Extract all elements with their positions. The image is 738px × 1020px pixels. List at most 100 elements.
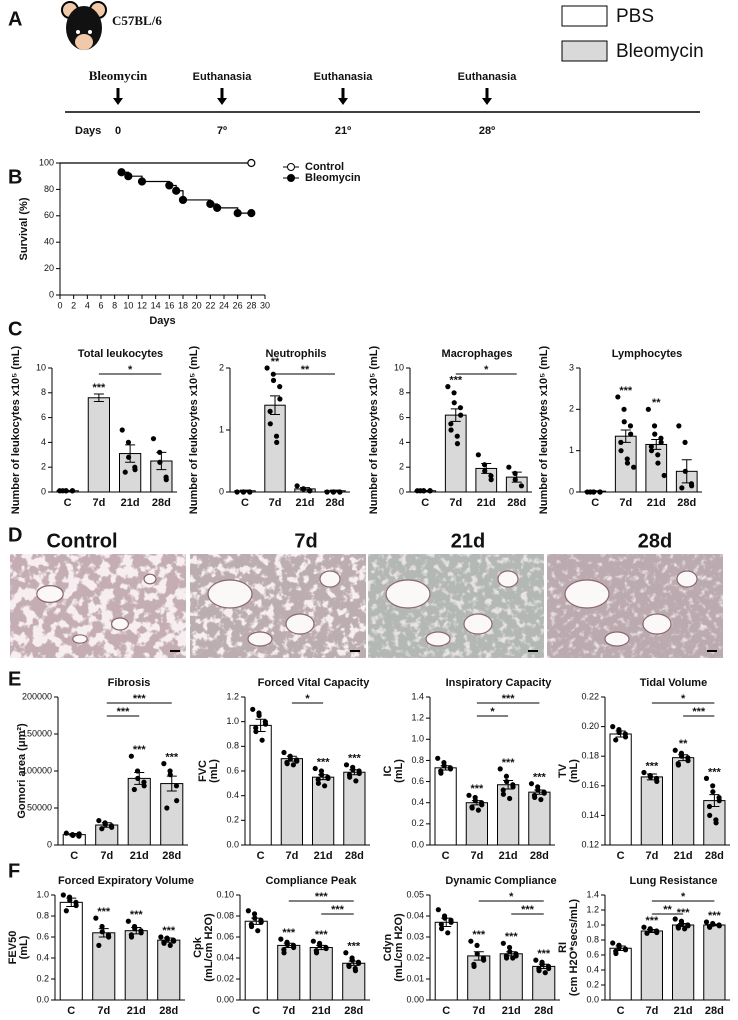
- y-tick-label: 1.0: [226, 716, 239, 726]
- x-tick-label: 28d: [162, 850, 181, 862]
- significance: ***: [677, 907, 691, 919]
- data-point: [356, 770, 362, 777]
- data-point: [250, 706, 256, 712]
- data-point: [448, 421, 454, 427]
- airway: [676, 570, 698, 588]
- data-point: [451, 400, 457, 406]
- y-tick-label: 10: [394, 362, 404, 372]
- data-point: [706, 803, 713, 810]
- bracket-label: **: [301, 364, 310, 376]
- chart-title: Lymphocytes: [612, 348, 683, 360]
- x-tick-label: 28d: [326, 497, 345, 509]
- x-tick-label: 7d: [645, 1005, 658, 1017]
- data-point: [631, 464, 637, 470]
- x-tick-label: 4: [85, 300, 90, 310]
- data-point: [679, 485, 685, 491]
- significance: ***: [619, 385, 633, 397]
- chart-title: Compliance Peak: [265, 875, 357, 887]
- bar: [264, 404, 286, 493]
- data-point: [273, 433, 280, 439]
- data-point: [622, 734, 629, 740]
- bracket-label: ***: [117, 706, 131, 718]
- data-point: [262, 721, 269, 727]
- data-point: [661, 472, 667, 479]
- y-tick-label: 0.0: [586, 994, 599, 1004]
- airway: [463, 613, 493, 635]
- bar: [160, 783, 184, 846]
- data-point: [70, 832, 76, 838]
- data-point: [134, 768, 141, 774]
- event-arrow-head: [217, 98, 227, 105]
- x-tick-label: C: [67, 1005, 75, 1017]
- data-point: [96, 942, 102, 949]
- data-point: [618, 448, 624, 454]
- data-point: [675, 762, 682, 768]
- data-point: [458, 412, 464, 418]
- x-tick-label: 21d: [127, 1005, 146, 1017]
- data-point: [438, 926, 445, 932]
- data-point: [167, 772, 173, 778]
- data-point: [469, 805, 475, 811]
- x-tick-label: 18: [178, 300, 188, 310]
- y-tick-label: 0: [399, 486, 404, 496]
- event-day: 7º: [217, 125, 227, 137]
- y-tick-label: 0.6: [411, 776, 424, 786]
- x-tick-label: C: [70, 850, 78, 862]
- bar: [609, 947, 632, 1001]
- data-point: [445, 930, 451, 936]
- y-tick-label: 0.02: [216, 973, 234, 983]
- x-tick-label: 28d: [705, 1005, 724, 1017]
- data-point: [131, 786, 137, 793]
- data-point: [63, 830, 69, 836]
- data-point: [234, 489, 240, 495]
- data-point: [438, 921, 444, 928]
- data-point: [132, 926, 138, 932]
- data-point: [278, 936, 284, 942]
- significance: ***: [708, 910, 722, 922]
- data-point: [616, 729, 622, 736]
- chart-title: Forced Vital Capacity: [258, 677, 371, 689]
- data-point: [248, 923, 255, 930]
- y-axis-label: Cpk: [192, 936, 204, 958]
- data-point: [628, 431, 634, 437]
- data-point: [245, 908, 251, 914]
- significance: **: [652, 397, 661, 409]
- y-tick-label: 0.0: [226, 839, 239, 849]
- y-axis-label: RI: [557, 942, 569, 953]
- data-point: [106, 934, 112, 940]
- legend-swatch: [561, 40, 608, 62]
- data-point: [67, 897, 73, 903]
- data-point: [343, 950, 349, 956]
- bracket-label: ***: [692, 706, 706, 718]
- x-tick-label: 24: [219, 300, 229, 310]
- legend-label: Bleomycin: [305, 172, 361, 184]
- bracket-label: ***: [331, 904, 345, 916]
- airway: [72, 634, 88, 644]
- x-tick-label: 7d: [470, 850, 483, 862]
- survival-marker: [124, 172, 133, 181]
- significance: **: [679, 738, 688, 750]
- airway: [425, 631, 451, 647]
- x-tick-label: 7d: [100, 850, 113, 862]
- y-tick-label: 0.04: [406, 910, 424, 920]
- bracket-label: *: [484, 364, 489, 376]
- event-label: Bleomycin: [89, 68, 148, 83]
- data-point: [347, 774, 353, 780]
- data-point: [353, 778, 359, 784]
- data-point: [253, 725, 259, 731]
- y-tick-label: 20: [44, 263, 54, 273]
- data-point: [610, 940, 616, 946]
- x-tick-label: 7d: [619, 497, 632, 509]
- y-tick-label: 0.08: [216, 910, 234, 920]
- data-point: [685, 923, 691, 929]
- data-point: [500, 787, 506, 793]
- y-tick-label: 0.0: [36, 994, 49, 1004]
- data-point: [510, 955, 516, 961]
- y-axis-label: (cm H2O*secs/mL): [568, 899, 580, 997]
- y-axis-label: (mL/cm H2O): [203, 913, 215, 982]
- survival-marker: [178, 195, 188, 205]
- bracket-label: **: [663, 904, 672, 916]
- y-tick-label: 1.0: [586, 919, 599, 929]
- data-point: [284, 761, 290, 767]
- data-point: [644, 930, 650, 936]
